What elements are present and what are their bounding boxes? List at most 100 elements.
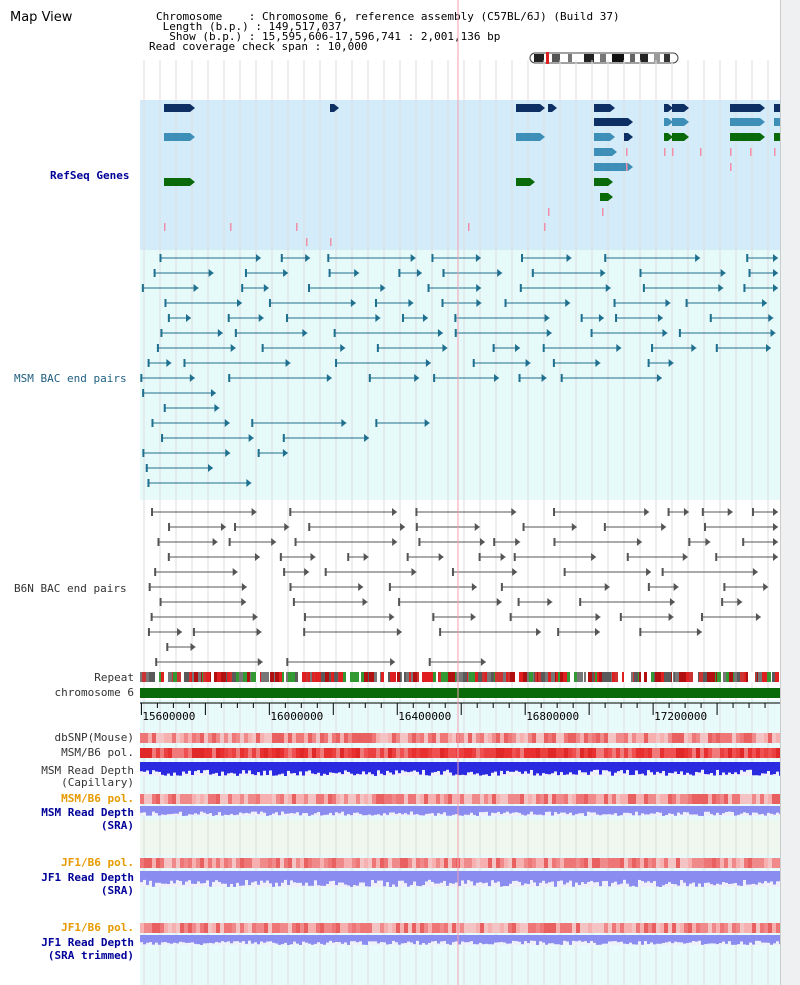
msm-pol-stripe <box>752 748 756 758</box>
msm-sra-depth-bar <box>191 806 194 815</box>
repeat-segment <box>491 672 494 682</box>
repeat-segment <box>766 672 767 682</box>
msm-sra-depth-bar <box>374 806 377 815</box>
repeat-segment <box>624 672 625 682</box>
repeat-segment <box>671 672 672 682</box>
track-label-b6n-bac[interactable]: B6N BAC end pairs <box>14 582 127 595</box>
gene-strand-arrow <box>668 118 673 126</box>
msm-sra-depth-bar <box>635 806 638 812</box>
msm-pol-stripe <box>768 748 772 758</box>
repeat-segment <box>448 672 449 682</box>
msm-capillary-depth-bar <box>182 762 185 772</box>
track-canvas[interactable]: 15600000 16000000 16400000 16800000 17200000 <box>140 0 780 985</box>
msm-sra-depth-bar <box>446 806 449 816</box>
jf1-pol2-stripe <box>340 923 344 933</box>
repeat-segment <box>699 672 703 682</box>
bac-end <box>454 329 457 337</box>
jf1-pol-stripe <box>668 858 672 868</box>
dbsnp-stripe <box>392 733 396 743</box>
bac-end-arrow <box>544 314 550 322</box>
msm-sra-depth-bar <box>539 806 542 815</box>
jf1-pol-stripe <box>208 858 212 868</box>
msm-pol2-stripe <box>408 794 412 804</box>
dbsnp-stripe <box>688 733 692 743</box>
msm-sra-depth-bar <box>323 806 326 815</box>
msm-pol2-stripe <box>464 794 468 804</box>
jf1-pol2-stripe <box>652 923 656 933</box>
jf1-pol2-stripe <box>564 923 568 933</box>
jf1-trim-depth-bar <box>266 935 269 942</box>
msm-pol-stripe <box>532 748 536 758</box>
repeat-segment <box>406 672 409 682</box>
bac-end-arrow <box>669 598 675 606</box>
dbsnp-stripe <box>736 733 740 743</box>
jf1-pol2-stripe <box>440 923 444 933</box>
msm-capillary-depth-bar <box>668 762 671 773</box>
bac-end-arrow <box>389 613 395 621</box>
jf1-pol2-stripe <box>752 923 756 933</box>
jf1-pol2-stripe <box>196 923 200 933</box>
msm-sra-depth-bar <box>302 806 305 814</box>
msm-capillary-depth-bar <box>278 762 281 775</box>
jf1-sra-depth-bar <box>182 871 185 885</box>
msm-pol-stripe <box>744 748 748 758</box>
msm-pol-stripe <box>280 748 284 758</box>
repeat-segment <box>417 672 419 682</box>
bac-end <box>167 553 170 561</box>
msm-pol2-stripe <box>544 794 548 804</box>
jf1-trim-depth-bar <box>221 935 224 942</box>
jf1-pol2-stripe <box>764 923 768 933</box>
jf1-trim-depth-bar <box>524 935 527 942</box>
dbsnp-stripe <box>748 733 752 743</box>
jf1-pol-stripe <box>300 858 304 868</box>
jf1-pol-stripe <box>484 858 488 868</box>
msm-capillary-depth-bar <box>188 762 191 771</box>
jf1-pol-stripe <box>604 858 608 868</box>
jf1-pol-stripe <box>528 858 532 868</box>
jf1-pol2-stripe <box>224 923 228 933</box>
jf1-pol2-stripe <box>144 923 148 933</box>
repeat-segment <box>771 672 772 682</box>
jf1-pol-stripe <box>268 858 272 868</box>
jf1-pol2-stripe <box>592 923 596 933</box>
jf1-sra-depth-bar <box>752 871 755 884</box>
msm-pol-stripe <box>612 748 616 758</box>
dbsnp-stripe <box>728 733 732 743</box>
msm-pol2-stripe <box>176 794 180 804</box>
dbsnp-stripe <box>416 733 420 743</box>
jf1-sra-depth-bar <box>533 871 536 883</box>
bac-end <box>368 374 371 382</box>
bac-end-arrow <box>232 568 238 576</box>
bac-end <box>748 269 751 277</box>
gene-feature <box>548 104 552 112</box>
jf1-pol-stripe <box>544 858 548 868</box>
dbsnp-stripe <box>472 733 476 743</box>
dbsnp-stripe <box>520 733 524 743</box>
jf1-pol-stripe <box>240 858 244 868</box>
msm-sra-depth-bar <box>767 806 770 813</box>
bac-end <box>590 329 593 337</box>
repeat-segment <box>313 672 314 682</box>
bac-end-arrow <box>354 269 360 277</box>
track-label-refseq[interactable]: RefSeq Genes <box>50 169 130 182</box>
msm-capillary-depth-bar <box>512 762 515 772</box>
jf1-pol2-stripe <box>232 923 236 933</box>
msm-pol2-stripe <box>168 794 172 804</box>
repeat-segment <box>751 672 755 682</box>
jf1-pol-stripe <box>344 858 348 868</box>
jf1-trim-depth-bar <box>521 935 524 945</box>
chromosome-ideogram[interactable] <box>528 52 682 64</box>
msm-pol-stripe <box>596 748 600 758</box>
msm-sra-depth-bar <box>512 806 515 813</box>
msm-pol2-stripe <box>224 794 228 804</box>
right-scroll-panel[interactable] <box>780 0 800 985</box>
jf1-pol-stripe <box>320 858 324 868</box>
bac-end <box>746 254 749 262</box>
repeat-segment <box>533 672 534 682</box>
jf1-trim-depth-bar <box>680 935 683 943</box>
repeat-segment <box>716 672 717 682</box>
track-label-msm-bac[interactable]: MSM BAC end pairs <box>14 372 127 385</box>
jf1-sra-depth-bar <box>371 871 374 881</box>
jf1-trim-depth-bar <box>500 935 503 942</box>
bac-end <box>518 374 521 382</box>
